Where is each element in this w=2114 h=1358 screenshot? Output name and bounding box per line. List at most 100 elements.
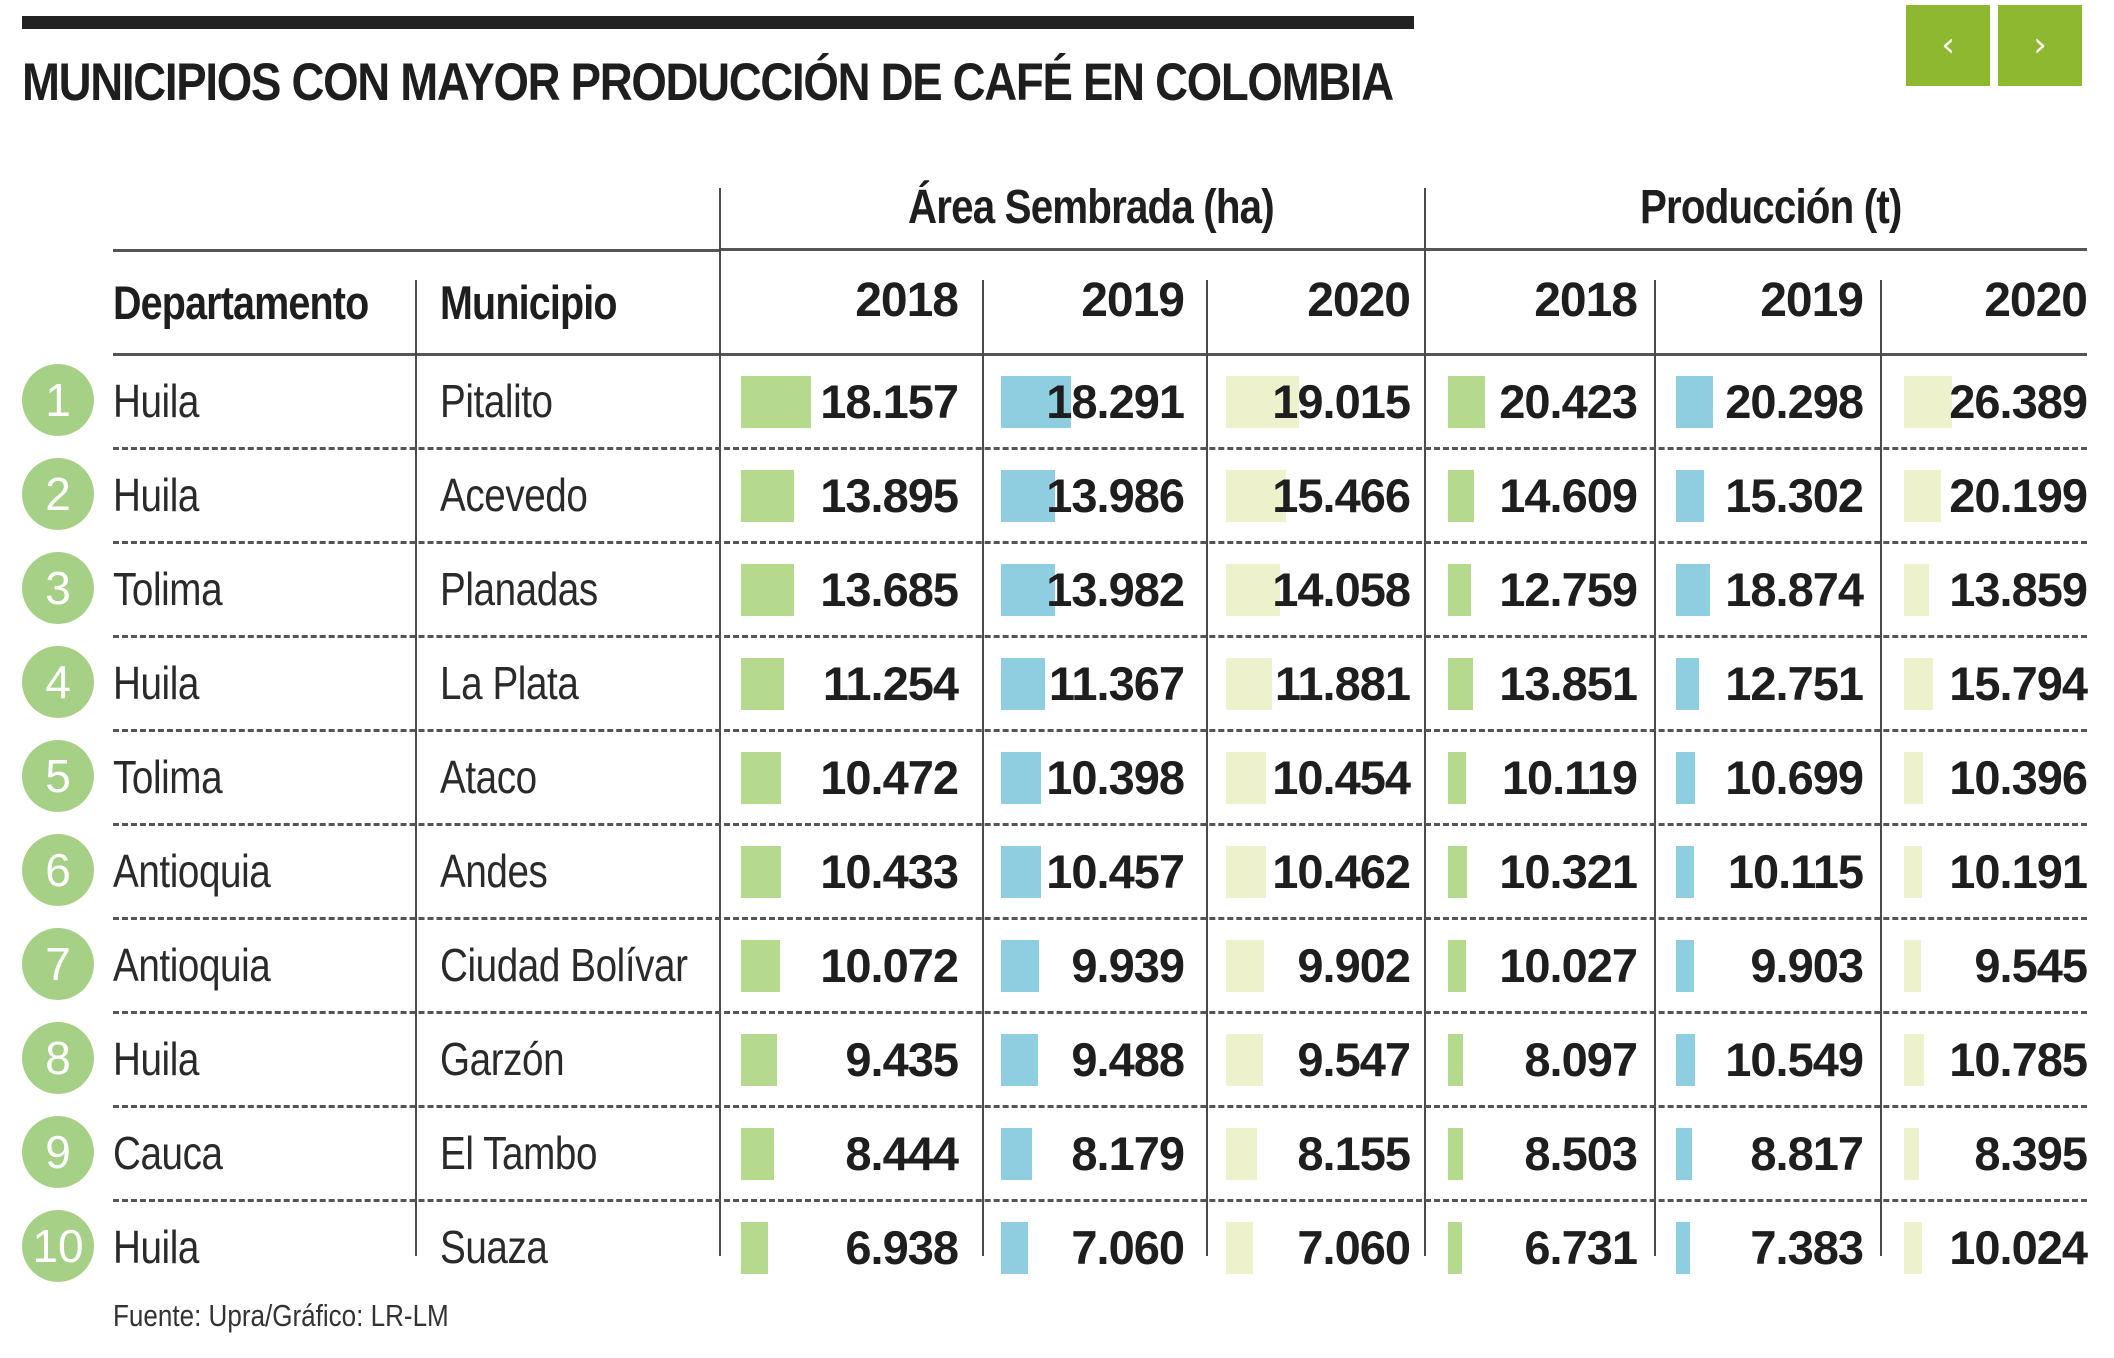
value-label: 18.291 — [1046, 375, 1185, 428]
value-label: 13.986 — [1046, 469, 1185, 522]
municipality-cell: Acevedo — [440, 469, 588, 521]
value-bar — [1448, 1222, 1462, 1274]
value-label: 7.060 — [1297, 1221, 1411, 1274]
value-bar — [1448, 846, 1467, 898]
value-label: 10.396 — [1949, 751, 2088, 804]
value-label: 9.903 — [1750, 939, 1864, 992]
divider-groups — [1424, 188, 1426, 1256]
value-bar — [1676, 376, 1713, 428]
value-bar — [1001, 1128, 1032, 1180]
row-separator — [113, 1011, 2087, 1014]
value-label: 10.024 — [1949, 1221, 2088, 1274]
value-label: 10.398 — [1046, 751, 1185, 804]
previous-button[interactable]: ‹ — [1906, 5, 1990, 86]
group-header-production: Producción (t) — [1640, 181, 1902, 234]
value-label: 14.058 — [1272, 563, 1411, 616]
value-bar — [1448, 376, 1485, 428]
municipality-cell: Pitalito — [440, 375, 553, 427]
value-bar — [1226, 1222, 1253, 1274]
value-bar — [1001, 1034, 1038, 1086]
value-label: 10.119 — [1501, 751, 1638, 804]
value-label: 10.072 — [820, 939, 959, 992]
row-separator — [113, 541, 2087, 544]
value-bar — [1676, 1128, 1692, 1180]
rank-badge: 5 — [22, 740, 94, 812]
value-label: 9.488 — [1071, 1033, 1185, 1086]
municipality-cell: Ciudad Bolívar — [440, 939, 688, 991]
value-bar — [1904, 658, 1933, 710]
row-separator — [113, 447, 2087, 450]
value-label: 9.545 — [1974, 939, 2088, 992]
value-label: 10.115 — [1727, 845, 1864, 898]
value-bar — [1676, 1034, 1695, 1086]
municipality-cell: Suaza — [440, 1221, 548, 1273]
value-label: 10.191 — [1949, 845, 2088, 898]
value-bar — [1676, 1222, 1690, 1274]
value-label: 8.179 — [1071, 1127, 1185, 1180]
value-label: 19.015 — [1272, 375, 1411, 428]
value-bar — [1904, 1222, 1922, 1274]
column-header-year: 2019 — [1081, 274, 1185, 327]
value-bar — [1448, 1034, 1463, 1086]
value-label: 10.549 — [1725, 1033, 1864, 1086]
municipality-cell: Andes — [440, 845, 548, 897]
value-bar — [1226, 470, 1286, 522]
column-header-year: 2018 — [1534, 274, 1638, 327]
department-cell: Huila — [113, 375, 199, 427]
rank-badge: 9 — [22, 1116, 94, 1188]
value-bar — [741, 1034, 777, 1086]
value-bar — [1448, 752, 1466, 804]
value-bar — [1226, 940, 1264, 992]
value-bar — [1448, 940, 1466, 992]
value-bar — [741, 940, 780, 992]
department-cell: Huila — [113, 657, 199, 709]
value-bar — [1676, 564, 1710, 616]
department-cell: Antioquia — [113, 939, 271, 991]
value-label: 10.454 — [1272, 751, 1411, 804]
value-label: 13.895 — [820, 469, 959, 522]
group-header-area: Área Sembrada (ha) — [908, 181, 1275, 234]
area-group-rule — [721, 248, 1426, 251]
department-cell: Antioquia — [113, 845, 271, 897]
value-label: 10.472 — [820, 751, 959, 804]
value-bar — [741, 470, 794, 522]
value-label: 20.423 — [1499, 375, 1638, 428]
rank-badge: 4 — [22, 646, 94, 718]
value-label: 10.457 — [1046, 845, 1185, 898]
divider-year-col — [1880, 280, 1882, 1256]
title-bar-accent — [22, 16, 1414, 29]
value-bar — [1448, 470, 1474, 522]
value-label: 10.433 — [820, 845, 959, 898]
header-top-rule — [113, 249, 721, 252]
value-bar — [1001, 470, 1055, 522]
rank-badge: 8 — [22, 1022, 94, 1094]
value-label: 9.435 — [845, 1033, 959, 1086]
value-bar — [741, 564, 794, 616]
row-separator — [113, 729, 2087, 732]
page-title: MUNICIPIOS CON MAYOR PRODUCCIÓN DE CAFÉ … — [22, 53, 1394, 112]
value-bar — [1676, 752, 1695, 804]
row-separator — [113, 1199, 2087, 1202]
value-label: 11.254 — [822, 657, 959, 710]
column-header-year: 2020 — [1984, 274, 2088, 327]
value-bar — [1001, 846, 1041, 898]
value-bar — [1001, 564, 1055, 616]
value-label: 7.060 — [1071, 1221, 1185, 1274]
value-bar — [741, 658, 784, 710]
value-bar — [1001, 940, 1039, 992]
divider-year-col — [1654, 280, 1656, 1256]
value-bar — [1226, 752, 1266, 804]
value-label: 15.466 — [1272, 469, 1411, 522]
next-button[interactable]: › — [1998, 5, 2082, 86]
value-bar — [741, 752, 781, 804]
rank-badge: 2 — [22, 458, 94, 530]
column-header-department: Departamento — [113, 276, 369, 329]
department-cell: Huila — [113, 469, 199, 521]
chevron-right-icon: › — [2033, 25, 2047, 65]
chevron-left-icon: ‹ — [1941, 25, 1955, 65]
value-bar — [1904, 846, 1922, 898]
header-bottom-rule — [113, 353, 2087, 356]
department-cell: Cauca — [113, 1127, 223, 1179]
value-label: 13.982 — [1046, 563, 1185, 616]
value-label: 14.609 — [1499, 469, 1638, 522]
